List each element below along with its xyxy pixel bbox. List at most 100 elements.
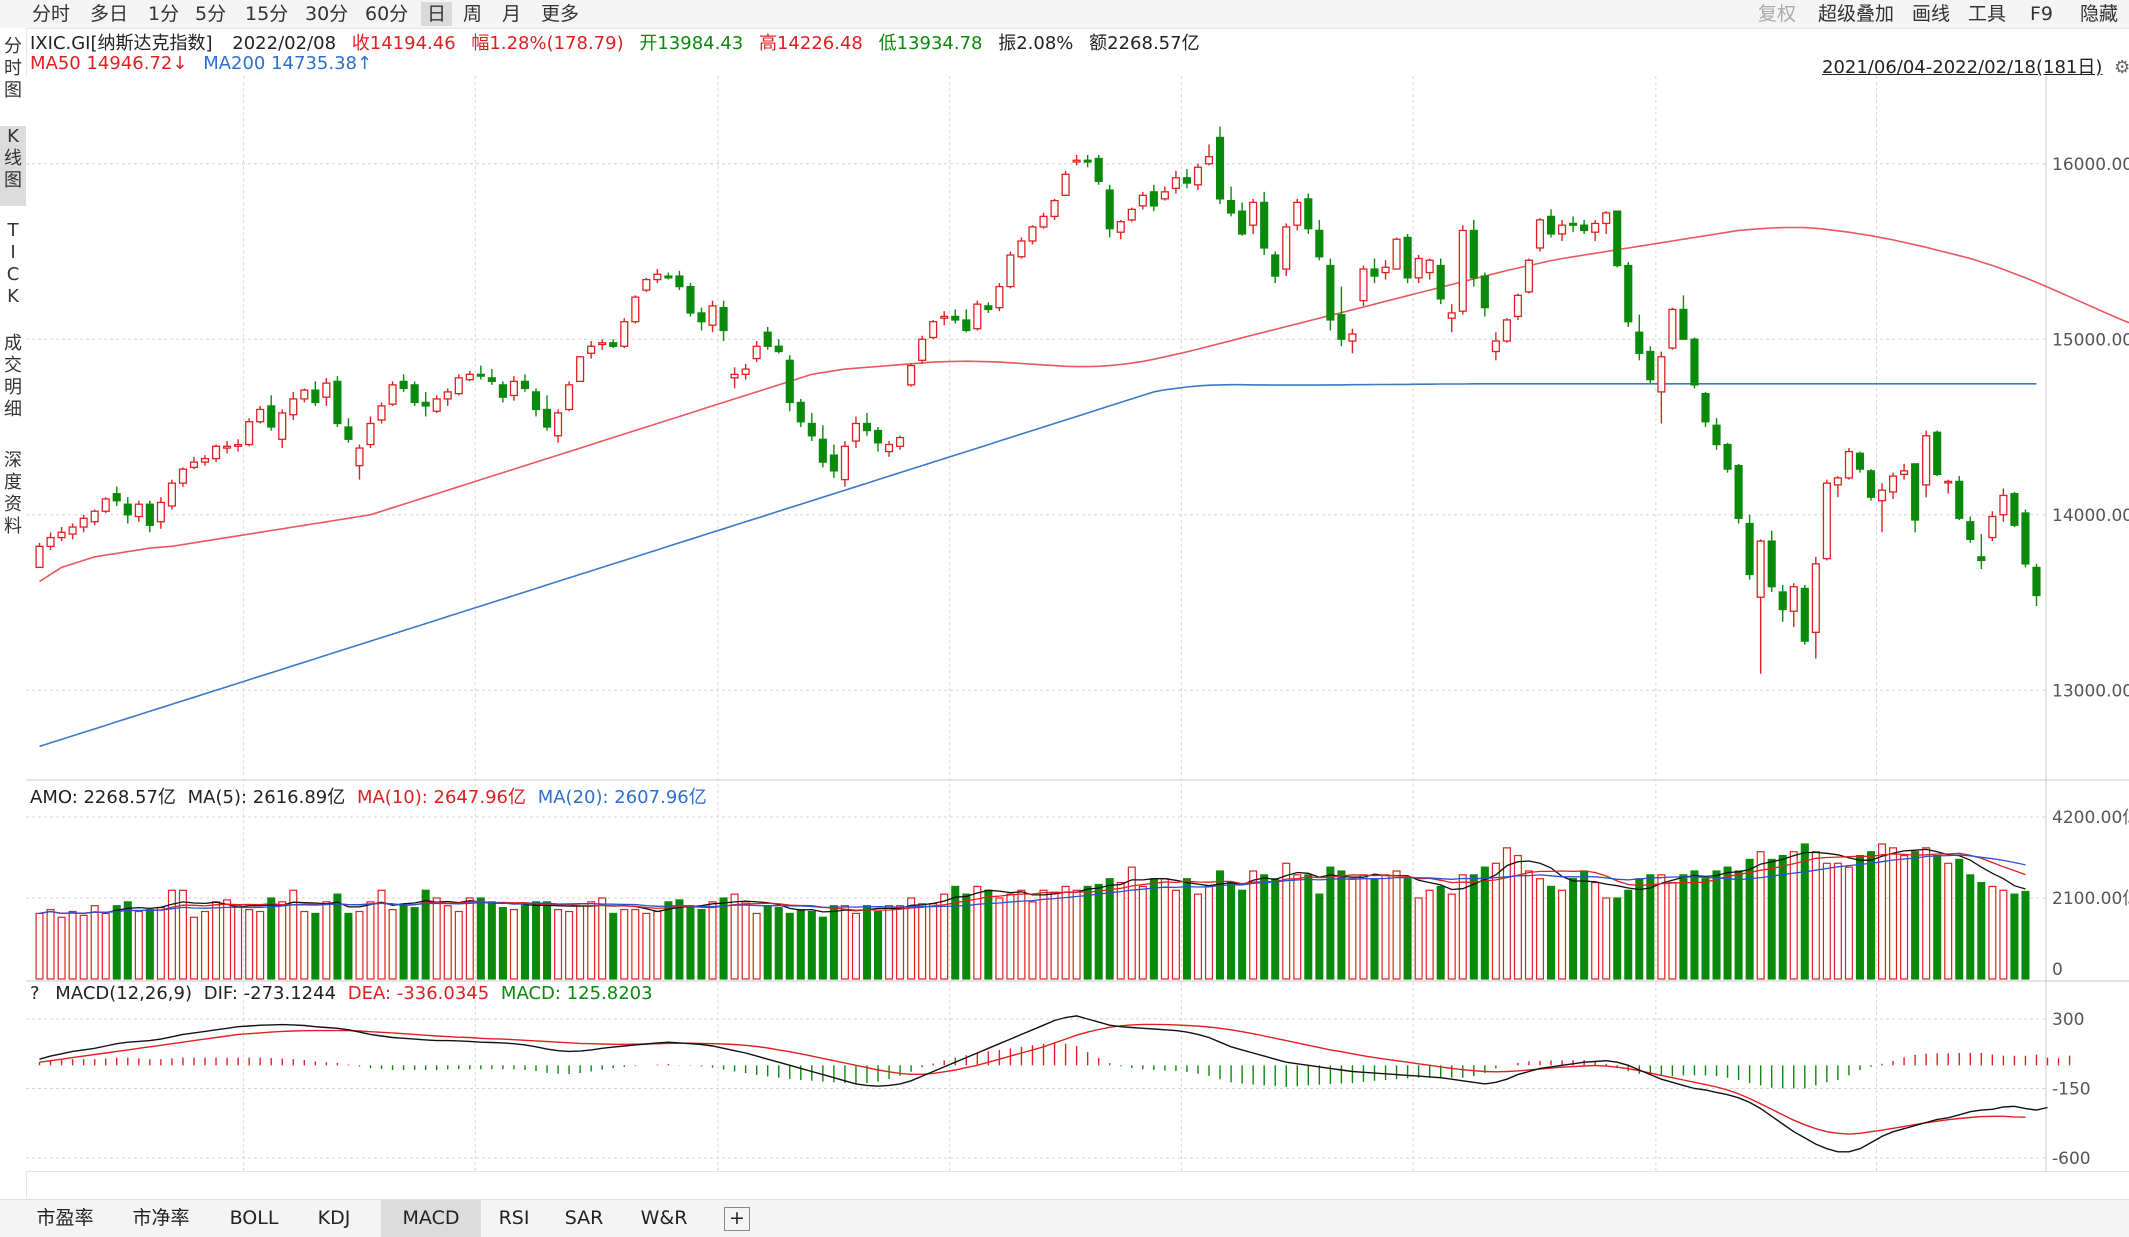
period-more[interactable]: 更多 bbox=[541, 2, 579, 26]
volume-bar bbox=[786, 913, 793, 979]
volume-bar bbox=[1349, 879, 1356, 979]
volume-bar bbox=[1669, 883, 1676, 979]
candle-up bbox=[135, 504, 142, 516]
help-icon[interactable]: ? bbox=[30, 983, 40, 1004]
period-15min[interactable]: 15分 bbox=[245, 2, 288, 26]
fuquan-button[interactable]: 复权 bbox=[1758, 2, 1796, 26]
candle-down bbox=[1305, 199, 1312, 229]
candle-up bbox=[168, 483, 175, 506]
candle-up bbox=[466, 374, 473, 379]
volume-bar bbox=[477, 898, 484, 979]
gear-icon[interactable]: ⚙ bbox=[2114, 57, 2129, 78]
hide-button[interactable]: 隐藏 bbox=[2080, 2, 2118, 26]
sidebar-item-0[interactable]: 分时图 bbox=[0, 36, 26, 116]
tab-macd[interactable]: MACD bbox=[381, 1200, 481, 1237]
tab-wr[interactable]: W&R bbox=[632, 1200, 696, 1237]
candle-down bbox=[1857, 453, 1864, 469]
candle-down bbox=[1371, 269, 1378, 276]
tab-pe[interactable]: 市盈率 bbox=[30, 1200, 100, 1237]
volume-bar bbox=[533, 902, 540, 979]
f9-button[interactable]: F9 bbox=[2030, 2, 2053, 26]
candle-up bbox=[643, 280, 650, 291]
candle-up bbox=[257, 409, 264, 421]
sidebar-item-3[interactable]: 成交明细 bbox=[0, 333, 26, 433]
volume-bar bbox=[1371, 879, 1378, 979]
candle-up bbox=[1415, 259, 1422, 278]
candle-up bbox=[1515, 295, 1522, 316]
close-value: 收14194.46 bbox=[352, 33, 456, 54]
candle-up bbox=[731, 374, 738, 378]
volume-bar bbox=[1879, 844, 1886, 979]
candle-down bbox=[875, 431, 882, 443]
period-week[interactable]: 周 bbox=[463, 2, 482, 26]
candle-up bbox=[367, 423, 374, 444]
candle-up bbox=[1790, 587, 1797, 612]
period-1min[interactable]: 1分 bbox=[148, 2, 179, 26]
volume-bar bbox=[279, 902, 286, 979]
draw-line-button[interactable]: 画线 bbox=[1912, 2, 1950, 26]
tab-kdj[interactable]: KDJ bbox=[306, 1200, 362, 1237]
open-value: 开13984.43 bbox=[639, 33, 743, 54]
tools-button[interactable]: 工具 bbox=[1968, 2, 2006, 26]
candle-up bbox=[1206, 157, 1213, 164]
tab-sar[interactable]: SAR bbox=[556, 1200, 612, 1237]
volume-bar bbox=[2011, 894, 2018, 979]
volume-bar bbox=[411, 908, 418, 979]
volume-bar bbox=[1459, 875, 1466, 979]
volume-bar bbox=[1680, 875, 1687, 979]
candle-down bbox=[2033, 567, 2040, 595]
add-tab-button[interactable]: + bbox=[724, 1207, 750, 1231]
volume-bar bbox=[1956, 859, 1963, 979]
volume-bar bbox=[268, 898, 275, 979]
volume-bar bbox=[1117, 883, 1124, 979]
period-30min[interactable]: 30分 bbox=[305, 2, 348, 26]
volume-bar bbox=[963, 894, 970, 979]
candle-up bbox=[1923, 436, 1930, 485]
candle-up bbox=[224, 446, 231, 448]
volume-bar bbox=[1018, 890, 1025, 979]
period-month[interactable]: 月 bbox=[502, 2, 521, 26]
period-day[interactable]: 日 bbox=[421, 2, 452, 26]
candle-down bbox=[1868, 471, 1875, 497]
candle-up bbox=[1669, 309, 1676, 348]
candle-up bbox=[235, 445, 242, 447]
candle-up bbox=[1812, 564, 1819, 632]
candle-down bbox=[146, 504, 153, 525]
candle-down bbox=[1106, 190, 1113, 229]
amplitude-value: 振2.08% bbox=[998, 33, 1073, 54]
volume-bar bbox=[1912, 852, 1919, 979]
candle-up bbox=[566, 385, 573, 410]
candle-up bbox=[69, 527, 76, 534]
period-duori[interactable]: 多日 bbox=[90, 2, 128, 26]
candle-down bbox=[1614, 211, 1621, 265]
volume-bar bbox=[466, 898, 473, 979]
tab-rsi[interactable]: RSI bbox=[486, 1200, 542, 1237]
candle-down bbox=[720, 308, 727, 331]
candle-up bbox=[1879, 490, 1886, 501]
volume-bar bbox=[1415, 898, 1422, 979]
candle-down bbox=[1338, 315, 1345, 340]
quote-date: 2022/02/08 bbox=[232, 33, 336, 54]
candle-down bbox=[499, 385, 506, 397]
volume-bar bbox=[797, 910, 804, 979]
period-60min[interactable]: 60分 bbox=[365, 2, 408, 26]
candle-up bbox=[621, 322, 628, 347]
period-fenshi[interactable]: 分时 bbox=[32, 2, 70, 26]
sidebar-item-4[interactable]: 深度资料 bbox=[0, 450, 26, 550]
stock-chart[interactable]: 16000.0015000.0014000.0013000.004200.00亿… bbox=[26, 76, 2129, 1172]
candle-down bbox=[698, 313, 705, 322]
tab-boll[interactable]: BOLL bbox=[222, 1200, 286, 1237]
period-5min[interactable]: 5分 bbox=[195, 2, 226, 26]
volume-bar bbox=[356, 912, 363, 980]
candle-up bbox=[213, 446, 220, 458]
candle-down bbox=[488, 378, 495, 382]
candle-up bbox=[1592, 223, 1599, 232]
candle-up bbox=[996, 287, 1003, 308]
candle-up bbox=[1029, 227, 1036, 241]
candle-down bbox=[2022, 513, 2029, 564]
tab-pb[interactable]: 市净率 bbox=[126, 1200, 196, 1237]
candle-up bbox=[1349, 334, 1356, 341]
super-overlay-button[interactable]: 超级叠加 bbox=[1818, 2, 1894, 26]
